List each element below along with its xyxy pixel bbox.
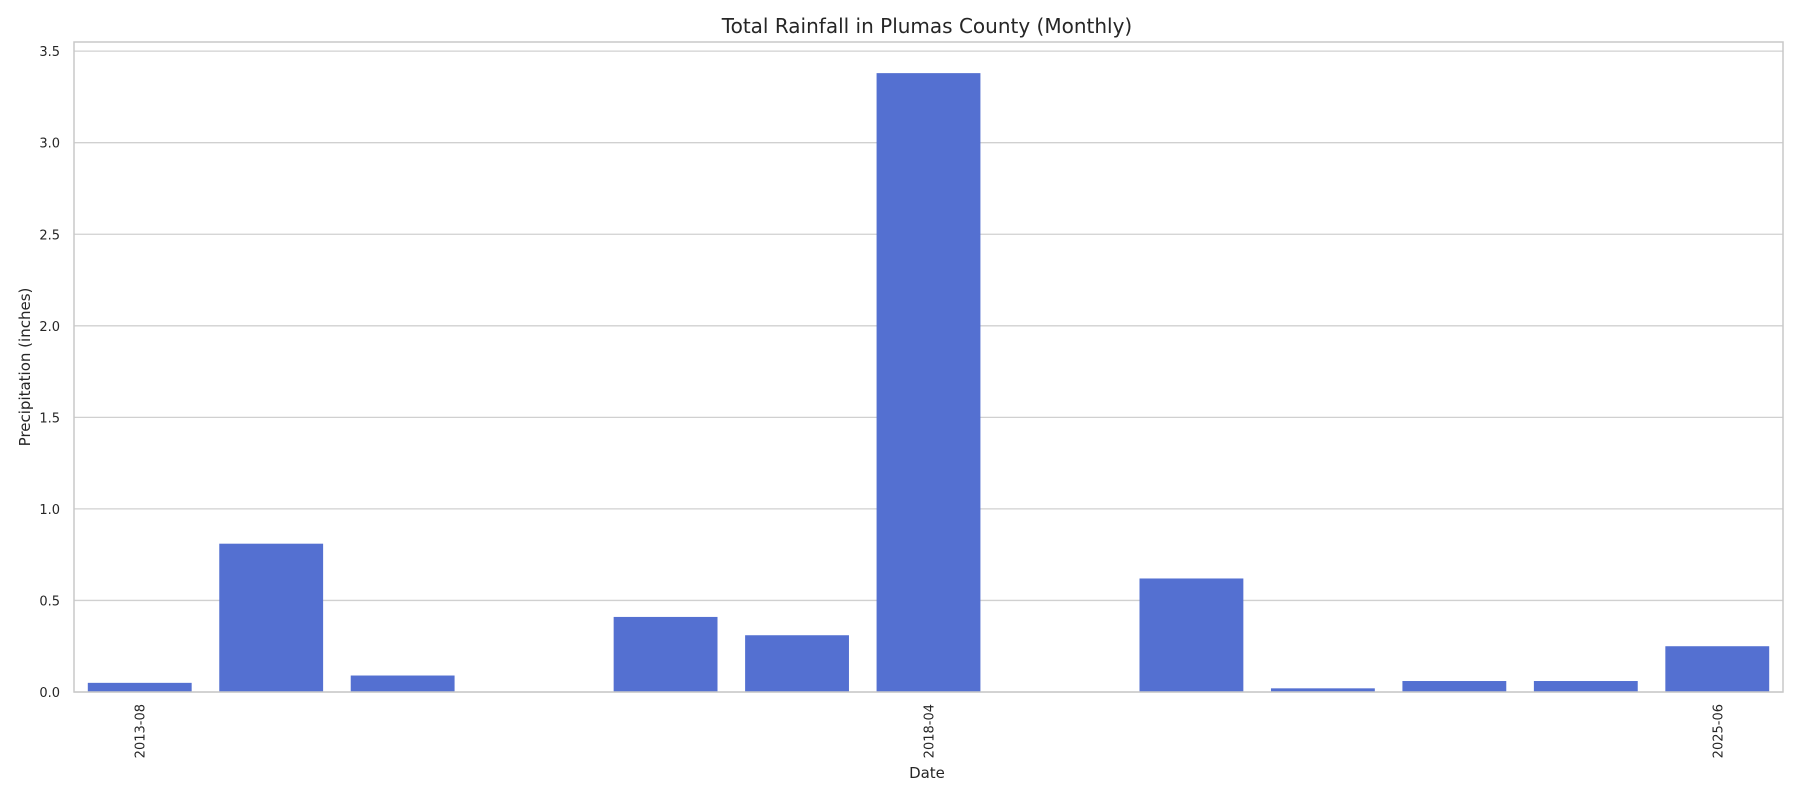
y-tick-label: 1.5 — [39, 411, 60, 426]
y-tick-label: 0.0 — [39, 686, 60, 701]
bar — [1402, 681, 1507, 692]
bar — [1270, 688, 1375, 692]
y-tick-label: 2.0 — [39, 320, 60, 335]
y-axis-ticks: 0.0 0.5 1.0 1.5 2.0 2.5 3.0 3.5 — [39, 45, 60, 701]
bars — [87, 73, 1770, 692]
bar — [745, 635, 849, 692]
plot-frame — [73, 41, 1784, 693]
bar — [1139, 578, 1244, 692]
bar — [350, 675, 455, 692]
bar — [219, 543, 324, 692]
x-tick-label: 2025-06 — [1711, 704, 1726, 758]
chart-title: Total Rainfall in Plumas County (Monthly… — [721, 14, 1132, 38]
bar — [87, 682, 192, 692]
bar — [613, 616, 718, 692]
x-tick-label: 2018-04 — [923, 704, 938, 758]
y-axis-label: Precipitation (inches) — [16, 288, 34, 447]
y-tick-label: 2.5 — [39, 228, 60, 243]
x-axis-label: Date — [909, 764, 945, 782]
y-tick-label: 3.5 — [39, 45, 60, 60]
y-tick-label: 0.5 — [39, 594, 60, 609]
x-axis-ticks: 2013-08 2018-04 2025-06 — [134, 704, 1727, 758]
bar — [1533, 681, 1638, 692]
y-tick-label: 1.0 — [39, 503, 60, 518]
bar — [876, 73, 981, 692]
x-tick-label: 2013-08 — [134, 704, 149, 758]
y-tick-label: 3.0 — [39, 137, 60, 152]
bar — [1665, 646, 1770, 692]
